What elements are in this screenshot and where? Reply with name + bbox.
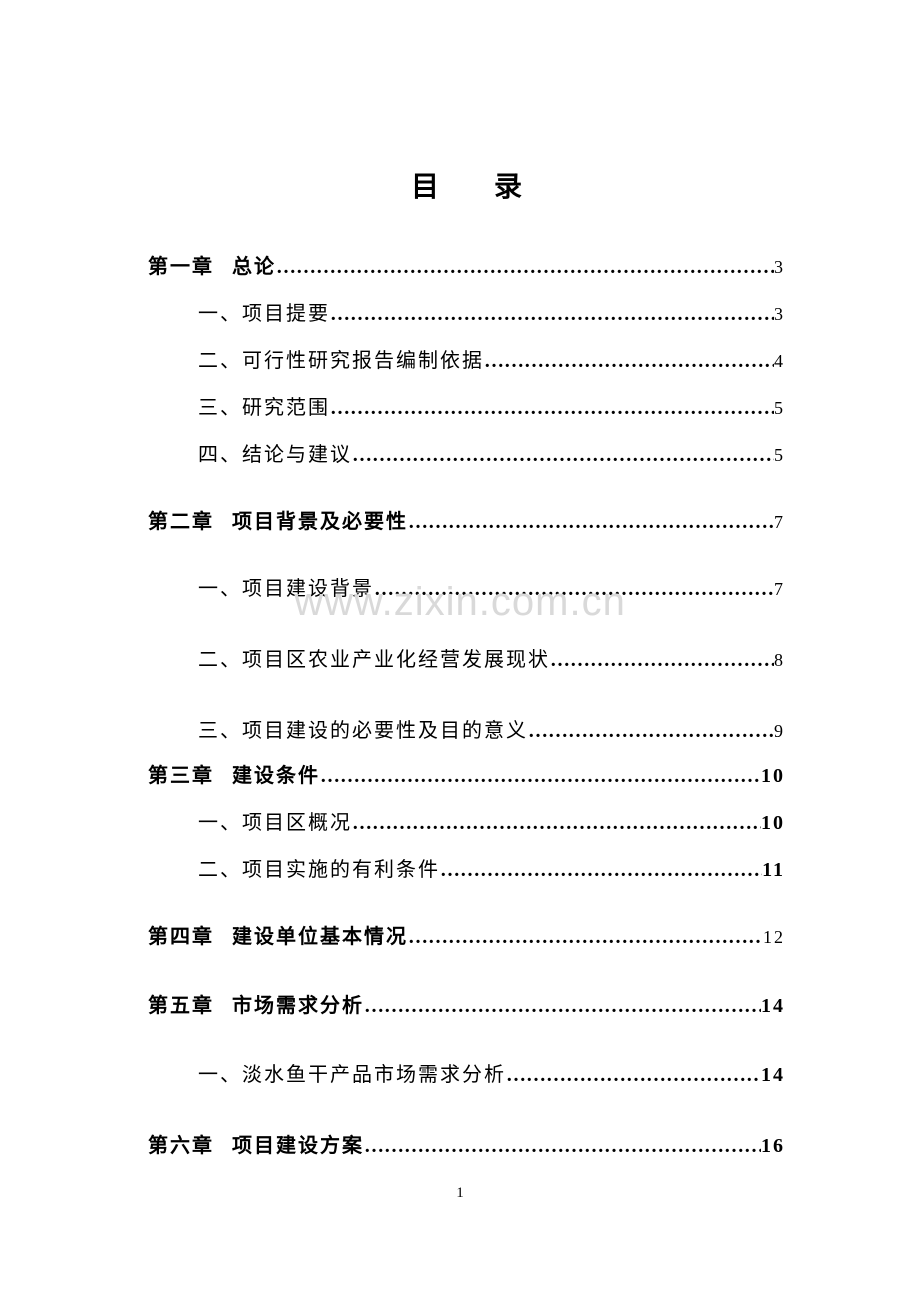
page-container: 目录 第一章总论……………………………………………………………………………………… — [0, 0, 920, 1158]
toc-dots: ………………………………………………………………………………………… — [330, 397, 774, 420]
toc-chapter-prefix: 第六章 — [148, 1129, 214, 1158]
toc-entry-text: 一、项目区概况 — [198, 806, 352, 835]
toc-sub-entry: 一、项目建设背景……………………………………………………………………………………… — [148, 572, 785, 601]
toc-page-number: 14 — [761, 995, 785, 1018]
toc-chapter-prefix: 第五章 — [148, 989, 214, 1018]
toc-entry-text: 一、淡水鱼干产品市场需求分析 — [198, 1058, 506, 1087]
toc-page-number: 12 — [763, 927, 785, 948]
toc-sub-entry: 三、研究范围…………………………………………………………………………………………… — [148, 391, 785, 420]
toc-sub-entry: 二、项目区农业产业化经营发展现状………………………………………………………………… — [148, 643, 785, 672]
toc-chapter-entry: 第一章总论…………………………………………………………………………………………3 — [148, 250, 785, 279]
toc-dots: ………………………………………………………………………………………… — [440, 859, 762, 882]
toc-page-number: 8 — [774, 650, 785, 671]
toc-page-number: 3 — [774, 257, 785, 278]
toc-chapter-prefix: 第三章 — [148, 759, 214, 788]
toc-page-number: 16 — [761, 1135, 785, 1158]
toc-sub-entry: 二、项目实施的有利条件……………………………………………………………………………… — [148, 853, 785, 882]
toc-entry-text: 二、可行性研究报告编制依据 — [198, 344, 484, 373]
toc-entry-text: 项目背景及必要性 — [232, 505, 408, 534]
toc-page-number: 3 — [774, 304, 785, 325]
toc-dots: ………………………………………………………………………………………… — [550, 649, 774, 672]
toc-entry-text: 三、研究范围 — [198, 391, 330, 420]
toc-chapter-entry: 第六章项目建设方案…………………………………………………………………………………… — [148, 1129, 785, 1158]
toc-chapter-prefix: 第一章 — [148, 250, 214, 279]
toc-entry-text: 三、项目建设的必要性及目的意义 — [198, 714, 528, 743]
toc-title: 目录 — [148, 165, 785, 205]
toc-entry-text: 建设条件 — [232, 759, 320, 788]
toc-page-number: 5 — [774, 445, 785, 466]
toc-chapter-entry: 第五章市场需求分析…………………………………………………………………………………… — [148, 989, 785, 1018]
toc-dots: ………………………………………………………………………………………… — [352, 812, 761, 835]
toc-chapter-prefix: 第二章 — [148, 505, 214, 534]
toc-dots: ………………………………………………………………………………………… — [408, 511, 774, 534]
toc-entry-text: 一、项目建设背景 — [198, 572, 374, 601]
toc-chapter-entry: 第四章建设单位基本情况……………………………………………………………………………… — [148, 920, 785, 949]
toc-page-number: 7 — [774, 512, 785, 533]
toc-page-number: 14 — [761, 1064, 785, 1087]
toc-page-number: 10 — [761, 765, 785, 788]
toc-page-number: 4 — [774, 351, 785, 372]
toc-sub-entry: 二、可行性研究报告编制依据………………………………………………………………………… — [148, 344, 785, 373]
toc-list: 第一章总论…………………………………………………………………………………………3… — [148, 250, 785, 1158]
toc-dots: ………………………………………………………………………………………… — [374, 578, 774, 601]
toc-dots: ………………………………………………………………………………………… — [320, 765, 761, 788]
toc-entry-text: 项目建设方案 — [232, 1129, 364, 1158]
toc-dots: ………………………………………………………………………………………… — [364, 1135, 761, 1158]
toc-sub-entry: 四、结论与建议………………………………………………………………………………………… — [148, 438, 785, 467]
toc-page-number: 9 — [774, 721, 785, 742]
toc-sub-entry: 一、项目提要…………………………………………………………………………………………… — [148, 297, 785, 326]
footer-page-number: 1 — [0, 1185, 920, 1202]
toc-entry-text: 总论 — [232, 250, 276, 279]
toc-dots: ………………………………………………………………………………………… — [408, 926, 763, 949]
toc-dots: ………………………………………………………………………………………… — [276, 256, 774, 279]
toc-dots: ………………………………………………………………………………………… — [506, 1064, 761, 1087]
toc-entry-text: 建设单位基本情况 — [232, 920, 408, 949]
toc-dots: ………………………………………………………………………………………… — [352, 444, 774, 467]
toc-dots: ………………………………………………………………………………………… — [484, 350, 774, 373]
toc-sub-entry: 一、项目区概况………………………………………………………………………………………… — [148, 806, 785, 835]
toc-dots: ………………………………………………………………………………………… — [364, 995, 761, 1018]
toc-entry-text: 一、项目提要 — [198, 297, 330, 326]
toc-page-number: 7 — [774, 579, 785, 600]
toc-dots: ………………………………………………………………………………………… — [330, 303, 774, 326]
toc-sub-entry: 一、淡水鱼干产品市场需求分析……………………………………………………………………… — [148, 1058, 785, 1087]
toc-page-number: 10 — [761, 812, 785, 835]
toc-sub-entry: 三、项目建设的必要性及目的意义…………………………………………………………………… — [148, 714, 785, 743]
toc-page-number: 5 — [774, 398, 785, 419]
toc-chapter-prefix: 第四章 — [148, 920, 214, 949]
toc-chapter-entry: 第三章建设条件………………………………………………………………………………………… — [148, 759, 785, 788]
toc-entry-text: 二、项目区农业产业化经营发展现状 — [198, 643, 550, 672]
toc-entry-text: 四、结论与建议 — [198, 438, 352, 467]
toc-page-number: 11 — [762, 859, 785, 882]
toc-entry-text: 二、项目实施的有利条件 — [198, 853, 440, 882]
toc-dots: ………………………………………………………………………………………… — [528, 720, 774, 743]
toc-chapter-entry: 第二章项目背景及必要性……………………………………………………………………………… — [148, 505, 785, 534]
toc-entry-text: 市场需求分析 — [232, 989, 364, 1018]
